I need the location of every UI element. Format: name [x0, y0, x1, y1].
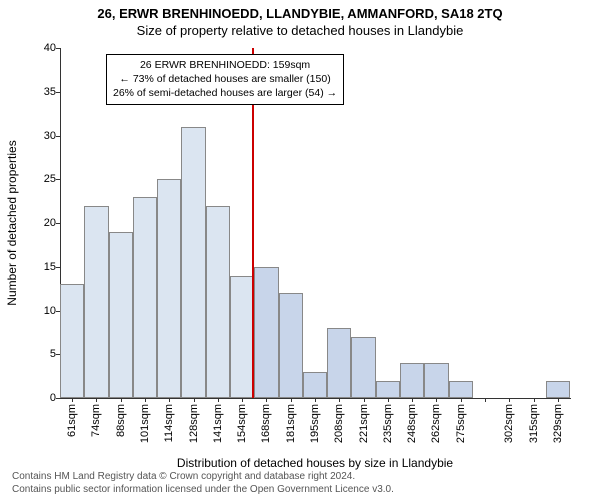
chart-area: Number of detached properties 0510152025… — [60, 48, 570, 398]
x-axis-label: Distribution of detached houses by size … — [177, 456, 453, 470]
x-tick-mark — [558, 398, 559, 402]
bar — [351, 337, 375, 398]
footer-line2: Contains public sector information licen… — [12, 483, 394, 496]
x-tick-label: 168sqm — [260, 404, 272, 443]
bar — [254, 267, 278, 398]
x-tick-label: 262sqm — [430, 404, 442, 443]
y-tick-mark — [56, 92, 60, 93]
x-tick-mark — [96, 398, 97, 402]
bar — [400, 363, 424, 398]
annotation-line1: 26 ERWR BRENHINOEDD: 159sqm — [113, 58, 337, 72]
x-tick-label: 315sqm — [528, 404, 540, 443]
bar — [133, 197, 157, 398]
y-tick-label: 15 — [26, 261, 56, 273]
x-tick-label: 275sqm — [455, 404, 467, 443]
annotation-box: 26 ERWR BRENHINOEDD: 159sqm ← 73% of det… — [106, 54, 344, 105]
x-tick-label: 101sqm — [139, 404, 151, 443]
y-tick-mark — [56, 311, 60, 312]
y-tick-mark — [56, 354, 60, 355]
x-tick-label: 195sqm — [309, 404, 321, 443]
x-tick-mark — [72, 398, 73, 402]
y-tick-label: 40 — [26, 42, 56, 54]
bar — [327, 328, 351, 398]
bar — [181, 127, 205, 398]
bar — [84, 206, 108, 399]
y-tick-label: 25 — [26, 173, 56, 185]
y-tick-mark — [56, 223, 60, 224]
annotation-line3: 26% of semi-detached houses are larger (… — [113, 86, 337, 100]
x-tick-mark — [145, 398, 146, 402]
y-tick-mark — [56, 267, 60, 268]
x-tick-label: 248sqm — [406, 404, 418, 443]
bar — [157, 179, 181, 398]
y-tick-label: 35 — [26, 86, 56, 98]
x-tick-mark — [291, 398, 292, 402]
x-tick-label: 74sqm — [90, 404, 102, 437]
y-tick-mark — [56, 48, 60, 49]
footer: Contains HM Land Registry data © Crown c… — [12, 470, 394, 496]
x-tick-mark — [121, 398, 122, 402]
x-tick-mark — [485, 398, 486, 402]
x-tick-mark — [266, 398, 267, 402]
x-tick-label: 128sqm — [188, 404, 200, 443]
x-tick-mark — [169, 398, 170, 402]
bar — [449, 381, 473, 399]
chart-title-sub: Size of property relative to detached ho… — [0, 21, 600, 38]
x-tick-label: 329sqm — [552, 404, 564, 443]
y-tick-label: 5 — [26, 348, 56, 360]
x-tick-mark — [364, 398, 365, 402]
x-tick-mark — [436, 398, 437, 402]
x-tick-label: 221sqm — [358, 404, 370, 443]
bar — [376, 381, 400, 399]
x-tick-label: 141sqm — [212, 404, 224, 443]
y-tick-mark — [56, 398, 60, 399]
x-tick-mark — [339, 398, 340, 402]
bar — [109, 232, 133, 398]
bar — [303, 372, 327, 398]
annotation-line2: ← 73% of detached houses are smaller (15… — [113, 72, 337, 86]
x-tick-label: 302sqm — [503, 404, 515, 443]
x-tick-mark — [194, 398, 195, 402]
bar — [546, 381, 570, 399]
x-tick-label: 61sqm — [66, 404, 78, 437]
x-tick-label: 181sqm — [285, 404, 297, 443]
bar — [60, 284, 84, 398]
x-tick-mark — [218, 398, 219, 402]
y-axis-label: Number of detached properties — [5, 140, 19, 305]
bar — [206, 206, 230, 399]
y-tick-label: 30 — [26, 130, 56, 142]
y-tick-label: 0 — [26, 392, 56, 404]
y-tick-mark — [56, 179, 60, 180]
bar — [279, 293, 303, 398]
x-tick-label: 88sqm — [115, 404, 127, 437]
chart-title-main: 26, ERWR BRENHINOEDD, LLANDYBIE, AMMANFO… — [0, 0, 600, 21]
footer-line1: Contains HM Land Registry data © Crown c… — [12, 470, 394, 483]
x-tick-mark — [412, 398, 413, 402]
x-tick-mark — [388, 398, 389, 402]
x-tick-mark — [509, 398, 510, 402]
x-tick-label: 235sqm — [382, 404, 394, 443]
bar — [230, 276, 254, 399]
x-tick-mark — [315, 398, 316, 402]
bar — [424, 363, 448, 398]
x-tick-mark — [534, 398, 535, 402]
y-tick-label: 20 — [26, 217, 56, 229]
x-tick-label: 208sqm — [333, 404, 345, 443]
x-tick-mark — [461, 398, 462, 402]
x-tick-mark — [242, 398, 243, 402]
y-tick-mark — [56, 136, 60, 137]
x-tick-label: 114sqm — [163, 404, 175, 442]
y-tick-label: 10 — [26, 305, 56, 317]
x-tick-label: 154sqm — [236, 404, 248, 443]
